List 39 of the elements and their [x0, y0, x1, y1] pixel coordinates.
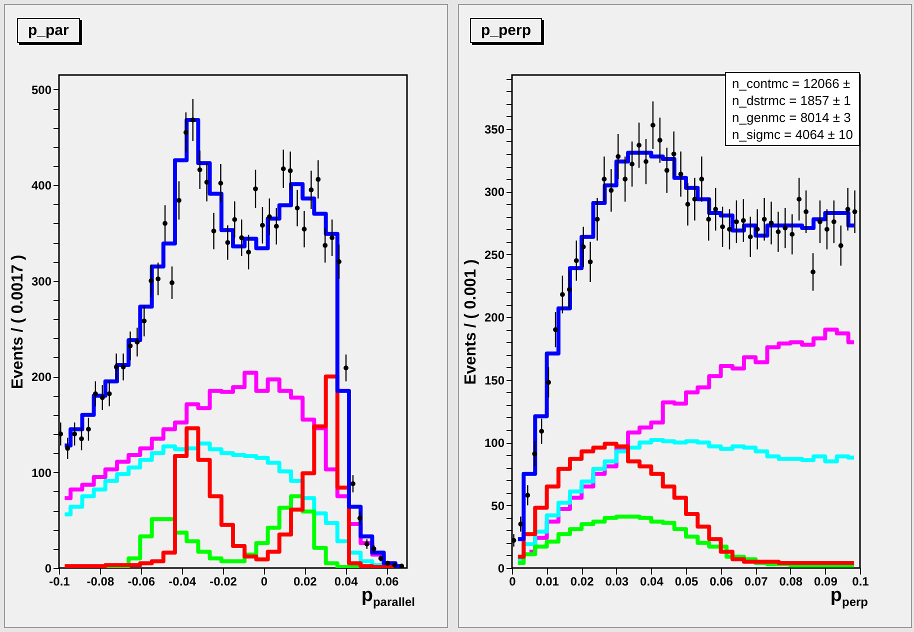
- y-axis-title: Events / ( 0.0017 ): [9, 254, 26, 390]
- y-axis-title: Events / ( 0.001 ): [462, 259, 480, 385]
- y-tick-label: 50: [491, 498, 505, 513]
- y-tick-label: 0: [44, 562, 52, 576]
- y-tick-label: 100: [31, 466, 52, 480]
- x-tick-label: 0.02: [293, 574, 318, 588]
- annotation: n_dstrmc = 1857 ± 1: [732, 92, 852, 109]
- x-tick-label: 0: [260, 574, 268, 588]
- x-tick-label: -0.1: [49, 574, 70, 588]
- y-tick-label: 300: [31, 274, 52, 288]
- x-tick-label: -0.04: [168, 574, 196, 588]
- x-tick-label: 0.02: [570, 574, 594, 588]
- y-tick-label: 400: [31, 178, 52, 193]
- y-tick-label: 150: [484, 373, 505, 388]
- y-tick-label: 0: [498, 562, 505, 576]
- x-tick-label: -0.08: [86, 574, 114, 588]
- x-tick-label: 0.07: [744, 574, 768, 588]
- x-tick-label: 0.01: [536, 574, 560, 588]
- y-tick-label: 100: [484, 436, 505, 450]
- x-tick-label: 0.06: [710, 574, 734, 588]
- chart-title: p_par: [17, 18, 80, 43]
- annotation: n_contmc = 12066 ±: [732, 75, 852, 92]
- x-tick-label: -0.06: [128, 574, 156, 588]
- x-tick-label: 0: [509, 574, 516, 588]
- y-tick-label: 200: [484, 310, 505, 325]
- x-tick-label: 0.04: [334, 574, 358, 588]
- y-tick-label: 500: [31, 82, 52, 97]
- y-tick-label: 300: [484, 185, 505, 200]
- y-tick-label: 200: [31, 370, 52, 384]
- x-tick-label: 0.05: [674, 574, 698, 588]
- x-tick-label: -0.02: [210, 574, 238, 588]
- annotation: n_sigmc = 4064 ± 10: [732, 126, 853, 143]
- y-tick-label: 250: [484, 248, 505, 262]
- chart-title: p_perp: [470, 18, 542, 43]
- x-tick-label: 0.03: [605, 574, 629, 588]
- x-tick-label: 0.04: [640, 574, 664, 588]
- y-tick-label: 350: [484, 122, 505, 136]
- x-tick-label: 0.08: [779, 574, 803, 588]
- annotation: n_genmc = 8014 ± 3: [732, 109, 852, 126]
